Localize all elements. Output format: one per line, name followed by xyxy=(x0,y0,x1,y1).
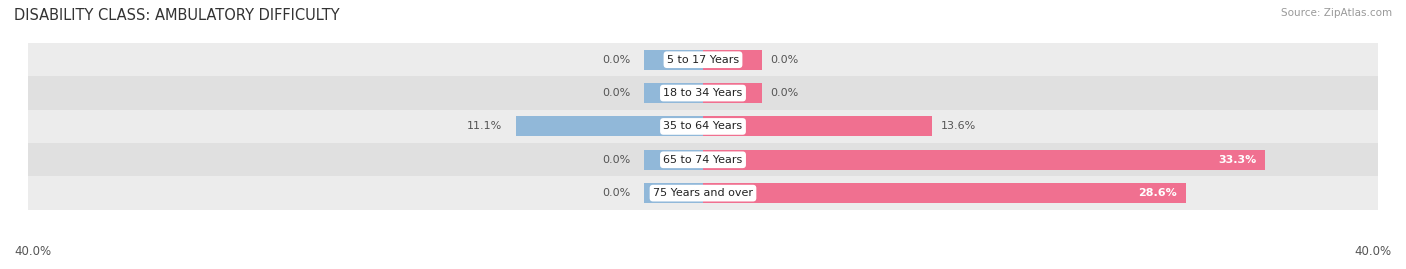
Text: 0.0%: 0.0% xyxy=(770,55,799,65)
Text: 33.3%: 33.3% xyxy=(1218,155,1257,165)
Text: 28.6%: 28.6% xyxy=(1139,188,1177,198)
Text: 0.0%: 0.0% xyxy=(602,88,630,98)
Text: 0.0%: 0.0% xyxy=(770,88,799,98)
Text: 5 to 17 Years: 5 to 17 Years xyxy=(666,55,740,65)
Text: 0.0%: 0.0% xyxy=(602,55,630,65)
Bar xyxy=(703,83,762,103)
Bar xyxy=(28,43,1378,76)
Text: 65 to 74 Years: 65 to 74 Years xyxy=(664,155,742,165)
Text: 13.6%: 13.6% xyxy=(941,121,976,132)
Text: 35 to 64 Years: 35 to 64 Years xyxy=(664,121,742,132)
Bar xyxy=(28,143,1378,176)
Bar xyxy=(703,116,932,136)
Text: Source: ZipAtlas.com: Source: ZipAtlas.com xyxy=(1281,8,1392,18)
Bar xyxy=(28,110,1378,143)
Text: 18 to 34 Years: 18 to 34 Years xyxy=(664,88,742,98)
Text: 0.0%: 0.0% xyxy=(602,155,630,165)
Text: 11.1%: 11.1% xyxy=(467,121,502,132)
Text: DISABILITY CLASS: AMBULATORY DIFFICULTY: DISABILITY CLASS: AMBULATORY DIFFICULTY xyxy=(14,8,340,23)
Bar xyxy=(28,176,1378,210)
Bar xyxy=(644,183,703,203)
Text: 40.0%: 40.0% xyxy=(14,245,51,258)
Text: 40.0%: 40.0% xyxy=(1355,245,1392,258)
Bar xyxy=(28,76,1378,110)
Bar xyxy=(644,150,703,170)
Text: 0.0%: 0.0% xyxy=(602,188,630,198)
Text: 75 Years and over: 75 Years and over xyxy=(652,188,754,198)
Bar xyxy=(703,183,1185,203)
Bar xyxy=(516,116,703,136)
Bar xyxy=(703,150,1265,170)
Bar xyxy=(644,50,703,70)
Bar xyxy=(703,50,762,70)
Bar xyxy=(644,83,703,103)
